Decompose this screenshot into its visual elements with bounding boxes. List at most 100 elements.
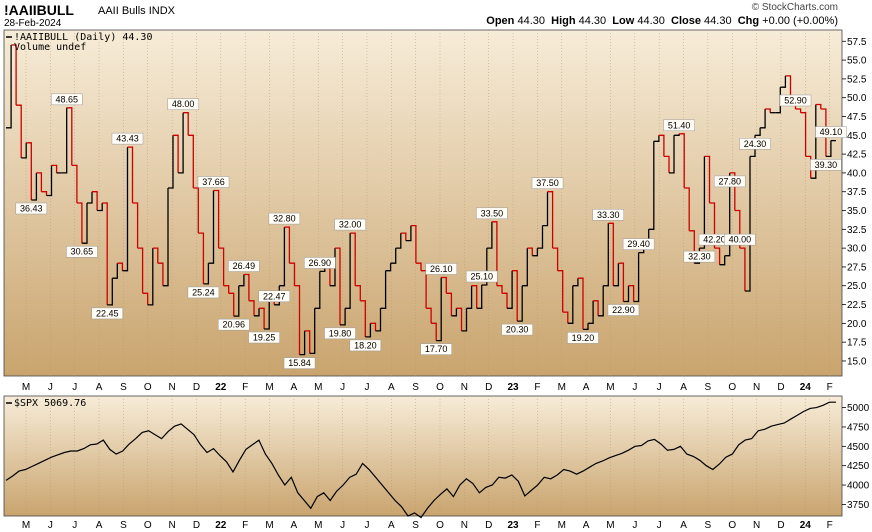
value-label-box [425,263,457,275]
open-value: 44.30 [517,15,545,27]
value-label: 19.80 [329,328,352,338]
series-segment [183,112,189,136]
series-segment [648,141,655,230]
series-segment [400,232,407,241]
series-segment [415,262,422,271]
value-label-box [304,257,336,269]
series-segment [431,322,437,341]
y-tick-label: 17.5 [847,338,867,349]
value-label: 25.10 [470,271,493,281]
value-label: 36.43 [20,203,43,213]
series-segment [522,248,528,287]
y-tick-label: 40.0 [847,168,867,179]
series-segment [613,263,620,287]
x-tick-label: D [193,520,200,531]
series-segment [11,44,17,106]
series-segment [714,247,721,265]
watermark: © StockCharts.com [751,2,838,13]
series-segment [709,202,716,249]
series-segment [289,262,296,286]
close-value: 44.30 [704,15,732,27]
series-segment [658,134,665,157]
x-tick-label: M [265,382,273,393]
series-segment [203,263,210,285]
value-label: 52.90 [784,95,807,105]
series-segment [744,156,751,292]
x-tick-label: M [22,520,30,531]
series-segment [147,248,154,306]
aaii-bulls-x-axis: M J J A S O N D 22 F M A M J J A S O N D 23 F M A M J J A S O N D 24 F [22,382,833,393]
x-tick-label: O [144,382,152,393]
x-tick-label: J [632,382,637,393]
x-tick-label: A [291,382,298,393]
series-segment [653,135,660,142]
series-segment [304,330,311,354]
series-segment [633,252,640,303]
series-segment [228,292,235,317]
series-segment [46,165,53,197]
value-label: 19.25 [253,332,276,342]
value-label-box [420,343,452,355]
series-segment [765,108,771,113]
aaii-bulls-panel: 15.0 17.5 20.0 22.5 25.0 27.5 30.0 32.5 35.0 37.5… [3,29,867,377]
series-segment [572,278,579,287]
value-label-box [258,290,290,303]
value-label: 32.30 [688,252,711,262]
ohlc-readout: Open 44.30 High 44.30 Low 44.30 Close 44… [486,15,838,27]
x-tick-label: S [412,520,419,531]
chart-symbol: !AAIIBULL [4,2,74,18]
series-segment [350,232,356,286]
series-segment [410,224,417,264]
series-segment [547,191,554,249]
series-segment [815,103,822,109]
value-label-box [15,202,48,215]
series-segment [704,155,711,203]
value-label-box [187,286,220,299]
series-segment [335,247,341,325]
value-label: 18.20 [354,340,377,350]
series-segment [527,247,533,256]
series-segment [233,285,240,317]
value-label-box [815,126,847,138]
x-tick-label: O [436,382,444,393]
series-segment [426,307,432,324]
series-segment [724,172,731,257]
x-tick-label: J [657,520,662,531]
y-tick-label: 15.0 [847,356,867,367]
series-segment [81,203,88,244]
chart-date: 28-Feb-2024 [4,18,62,29]
series-segment [36,172,43,192]
value-label-box [663,119,695,132]
spx-x-axis: M J J A S O N D 22 F M A M J J A S O N D 23 F M A M J J A S O N D 24 F [22,520,833,531]
series-segment [532,248,539,257]
series-segment [618,262,625,302]
series-segment [760,109,766,129]
x-tick-label: A [291,520,298,531]
series-segment [294,285,301,355]
series-segment [87,191,93,204]
series-segment [739,247,746,291]
value-label: 22.90 [612,305,635,315]
series-segment [390,248,397,264]
panel-background [3,29,843,377]
x-tick-label: N [169,520,176,531]
series-segment [168,135,174,189]
x-tick-label: J [632,520,637,531]
series-segment [679,133,685,188]
x-tick-label: D [485,382,492,393]
close-label: Close [671,15,701,27]
series-segment [496,285,503,294]
y-tick-label: 25.0 [847,281,867,292]
series-segment [264,293,270,330]
value-label-box [197,176,230,188]
series-segment [345,233,351,309]
y-tick-label: 35.0 [847,206,867,217]
series-segment [375,308,382,332]
y-tick-label: 4750 [847,422,870,433]
x-tick-label: 23 [507,382,519,393]
series-segment [825,140,832,158]
series-segment [780,75,787,88]
series-segment [593,300,599,316]
series-segment [173,134,179,173]
x-tick-label: 22 [215,520,227,531]
